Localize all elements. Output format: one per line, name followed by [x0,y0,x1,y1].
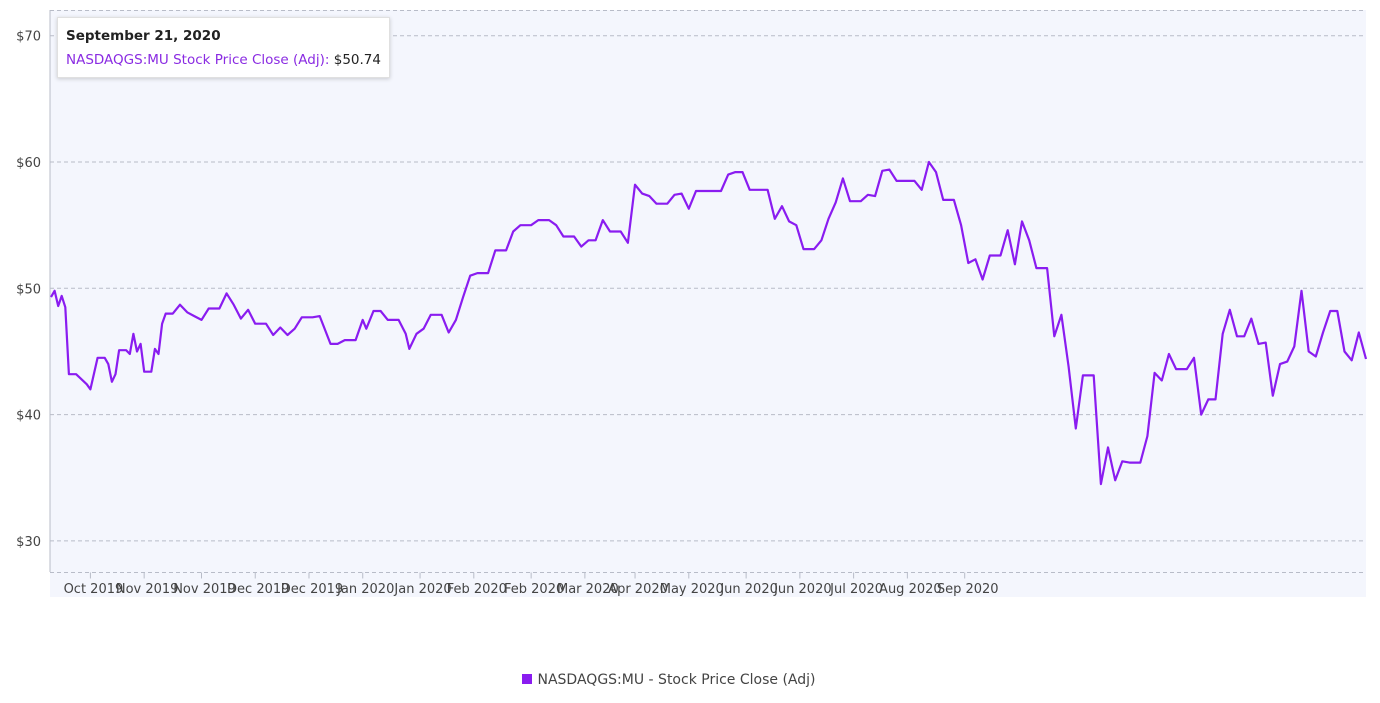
x-tick-label: Jun 2020 [773,582,832,597]
legend[interactable]: NASDAQGS:MU - Stock Price Close (Adj) [0,672,1337,688]
x-tick-label: Jan 2020 [393,582,451,597]
x-tick-label: Oct 2019 [64,582,124,597]
tooltip-date: September 21, 2020 [66,28,221,44]
legend-swatch [521,674,532,684]
x-tick-label: Jan 2020 [336,582,394,597]
y-axis: $30 $40 $50 $60 $70 [16,30,41,550]
y-tick-label: $70 [16,30,41,45]
x-tick-label: Mar 2020 [557,582,619,597]
y-tick-label: $40 [16,409,41,424]
x-tick-label: Feb 2020 [447,582,507,597]
x-tick-label: Jun 2020 [719,582,778,597]
x-tick-label: Dec 2019 [227,582,289,597]
x-tick-label: Feb 2020 [504,582,564,597]
x-tick-label: May 2020 [660,582,724,597]
x-tick-label: Nov 2019 [116,582,179,597]
tooltip-row: NASDAQGS:MU Stock Price Close (Adj): $50… [66,52,381,68]
x-tick-label: Jul 2020 [829,582,883,597]
hover-tooltip: September 21, 2020 NASDAQGS:MU Stock Pri… [57,17,390,78]
x-tick-label: Nov 2019 [173,582,236,597]
y-tick-label: $30 [16,535,41,550]
x-tick-label: Aug 2020 [879,582,942,597]
x-tick-label: Dec 2019 [281,582,343,597]
tooltip-value: $50.74 [333,52,381,68]
tooltip-separator: : [324,52,330,68]
x-tick-label: Sep 2020 [937,582,999,597]
legend-label: NASDAQGS:MU - Stock Price Close (Adj) [537,672,816,688]
x-tick-label: Apr 2020 [608,582,668,597]
series-line[interactable] [50,160,1368,486]
y-tick-label: $60 [16,156,41,171]
tooltip-series-name: NASDAQGS:MU Stock Price Close (Adj) [66,52,325,68]
plot-area [50,10,1366,597]
y-tick-label: $50 [16,282,41,297]
